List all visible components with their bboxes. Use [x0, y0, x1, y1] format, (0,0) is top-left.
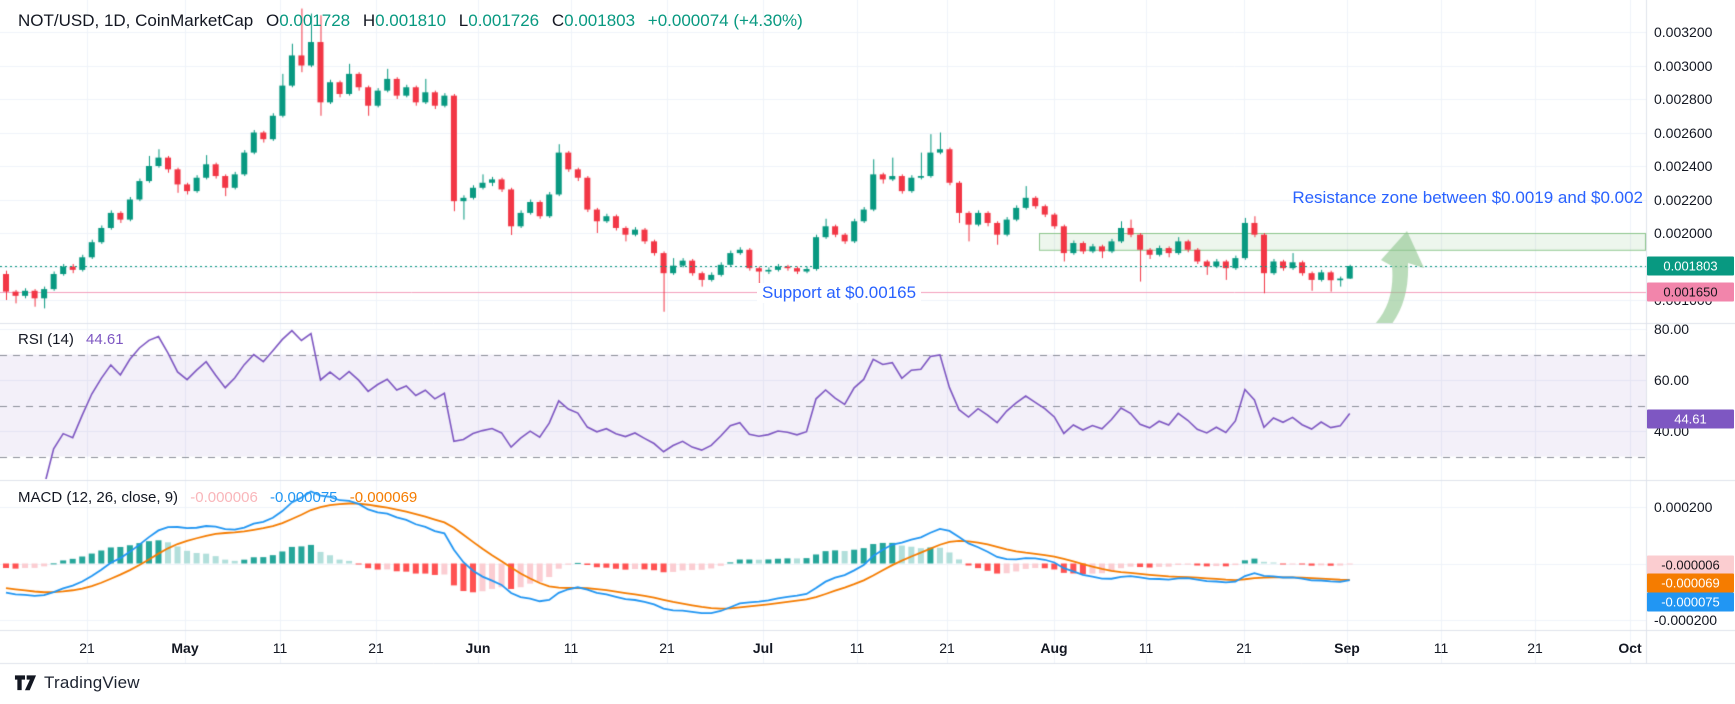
time-tick-label: 21	[1236, 640, 1252, 656]
macd-line-badge: -0.000075	[1647, 592, 1734, 612]
support-annotation[interactable]: Support at $0.00165	[757, 283, 922, 303]
macd-header[interactable]: MACD (12, 26, close, 9) -0.000006 -0.000…	[18, 489, 417, 506]
time-tick-label: 11	[1138, 640, 1154, 656]
change-value: +0.000074 (+4.30%)	[647, 11, 803, 30]
macd-hist-value: -0.000006	[190, 489, 258, 506]
support-price-badge: 0.001650	[1647, 282, 1734, 302]
price-tick-label: 0.002200	[1654, 191, 1713, 208]
time-tick-label: 21	[79, 640, 95, 656]
close-label: C	[551, 11, 565, 30]
high-label: H	[362, 11, 376, 30]
price-tick-label: 0.002000	[1654, 225, 1713, 241]
low-value: 0.001726	[468, 11, 540, 30]
time-tick-label: 21	[659, 640, 675, 656]
macd-signal-badge: -0.000069	[1647, 573, 1734, 593]
rsi-tick-label: 80.00	[1654, 321, 1690, 337]
rsi-value-badge: 44.61	[1647, 409, 1734, 429]
rsi-tick-label: 60.00	[1654, 372, 1690, 388]
tradingview-logo[interactable]: TradingView	[14, 671, 140, 694]
macd-line-value: -0.000075	[269, 489, 338, 506]
low-label: L	[458, 11, 469, 30]
rsi-title: RSI (14)	[18, 331, 74, 348]
time-tick-label: 11	[272, 640, 288, 656]
resistance-annotation[interactable]: Resistance zone between $0.0019 and $0.0…	[1292, 188, 1643, 207]
rsi-header[interactable]: RSI (14) 44.61	[18, 331, 124, 348]
high-value: 0.001810	[375, 11, 447, 30]
time-axis[interactable]	[0, 632, 1735, 663]
time-tick-label: Aug	[1040, 640, 1068, 656]
symbol-header[interactable]: NOT/USD, 1D, CoinMarketCap O0.001728 H0.…	[18, 11, 803, 31]
time-tick-label: Jul	[752, 640, 774, 656]
time-tick-label: 11	[1433, 640, 1449, 656]
time-tick-label: Jun	[465, 640, 491, 656]
time-tick-label: Sep	[1334, 640, 1360, 656]
price-tick-label: 0.003200	[1654, 24, 1713, 40]
current-price-badge: 0.001803	[1647, 256, 1734, 276]
macd-signal-value: -0.000069	[349, 489, 418, 506]
time-tick-label: May	[171, 640, 199, 656]
open-label: O	[265, 11, 280, 30]
price-tick-label: 0.002400	[1654, 158, 1713, 174]
price-tick-label: 0.002800	[1654, 91, 1713, 107]
rsi-value: 44.61	[86, 331, 124, 348]
open-value: 0.001728	[279, 11, 351, 30]
time-tick-label: 21	[939, 640, 955, 656]
price-tick-label: 0.002600	[1654, 124, 1713, 141]
macd-hist-badge: -0.000006	[1647, 555, 1734, 575]
tradingview-logo-icon	[14, 675, 37, 691]
time-tick-label: 11	[849, 640, 865, 656]
macd-tick-label: 0.000200	[1654, 499, 1713, 515]
time-tick-label: 11	[563, 640, 579, 656]
close-value: 0.001803	[564, 11, 636, 30]
time-tick-label: 21	[368, 640, 384, 656]
macd-tick-label: -0.000200	[1654, 612, 1718, 628]
macd-title: MACD (12, 26, close, 9)	[18, 489, 179, 506]
symbol-title: NOT/USD, 1D, CoinMarketCap	[18, 11, 254, 30]
time-tick-label: Oct	[1618, 640, 1642, 656]
price-tick-label: 0.003000	[1654, 57, 1713, 74]
time-tick-label: 21	[1527, 640, 1543, 656]
tradingview-logo-text: TradingView	[44, 672, 140, 692]
